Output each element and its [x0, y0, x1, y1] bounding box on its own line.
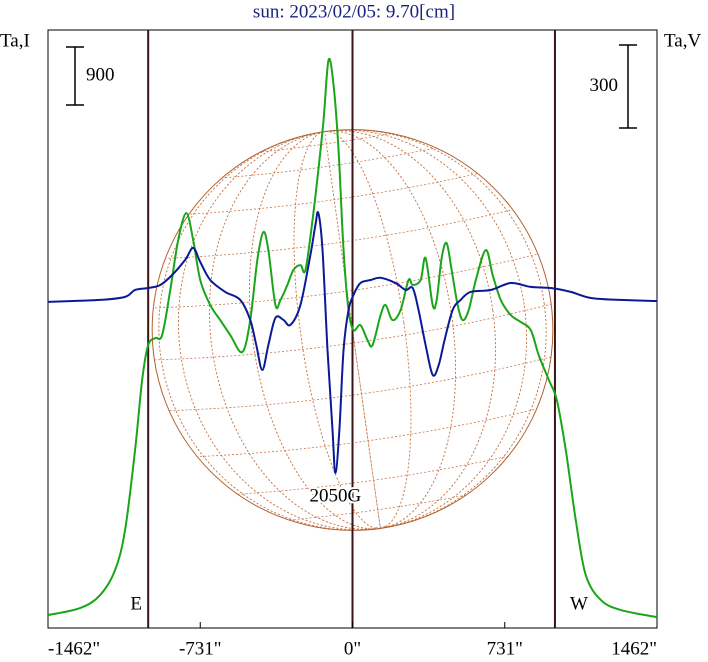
- scale-label: 900: [86, 64, 115, 85]
- y2-axis-label: Ta,V: [664, 30, 701, 51]
- parallel: [140, 203, 538, 260]
- chart-title: sun: 2023/02/05: 9.70[cm]: [253, 1, 455, 22]
- parallel: [154, 303, 552, 361]
- parallel: [129, 126, 527, 184]
- parallel: [177, 470, 575, 528]
- parallel: [161, 354, 559, 412]
- parallel: [134, 160, 532, 218]
- scale-label: 300: [590, 75, 619, 96]
- x-tick-label: -1462": [48, 638, 100, 659]
- parallel: [126, 104, 524, 162]
- x-tick-label: 731": [487, 638, 523, 659]
- y-axis-label: Ta,I: [0, 30, 30, 51]
- parallel: [173, 441, 571, 498]
- annotation: 2050G: [310, 485, 362, 506]
- parallel: [168, 401, 566, 459]
- limb-label: W: [570, 593, 588, 614]
- x-tick-label: 1462": [611, 638, 657, 659]
- meridian: [209, 130, 496, 530]
- limb-label: E: [130, 593, 142, 614]
- data-line: [47, 57, 658, 619]
- data-line: [47, 211, 658, 474]
- parallel: [180, 488, 578, 545]
- x-tick-label: 0": [344, 638, 361, 659]
- x-tick-label: -731": [179, 638, 222, 659]
